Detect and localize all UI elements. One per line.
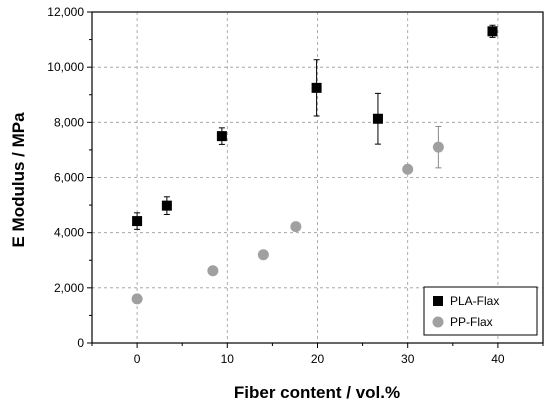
y-tick-label: 8,000 <box>54 115 84 129</box>
legend-label-pla-flax: PLA-Flax <box>450 294 499 308</box>
y-tick-label: 6,000 <box>54 171 84 185</box>
pp-flax-point <box>131 293 143 305</box>
axes <box>87 11 544 348</box>
grid-lines <box>92 12 543 343</box>
pp-flax-point <box>257 249 269 261</box>
y-tick-label: 10,000 <box>47 60 84 74</box>
pla-flax-point <box>161 200 172 211</box>
legend: PLA-Flax PP-Flax <box>423 286 538 336</box>
x-tick-label: 30 <box>401 352 415 366</box>
legend-label-pp-flax: PP-Flax <box>450 315 493 329</box>
x-tick-label: 20 <box>311 352 325 366</box>
pla-flax-point <box>132 216 143 227</box>
pp-flax-point <box>402 163 414 175</box>
pp-flax-point <box>207 265 219 277</box>
x-tick-label: 0 <box>134 352 141 366</box>
y-tick-label: 4,000 <box>54 226 84 240</box>
pp-flax-point <box>290 221 302 233</box>
y-tick-label: 0 <box>77 336 84 350</box>
pla-flax-point <box>216 131 227 142</box>
tick-labels: 0 10 20 30 40 0 2,000 4,000 6,000 8,000 10,000 12,0… <box>47 5 505 366</box>
x-axis-title: Fiber content / vol.% <box>234 383 400 402</box>
y-tick-label: 2,000 <box>54 281 84 295</box>
y-tick-label: 12,000 <box>47 5 84 19</box>
y-axis-title: E Modulus / MPa <box>9 112 28 248</box>
x-tick-label: 40 <box>491 352 505 366</box>
pla-flax-point <box>487 26 498 37</box>
pla-flax-point <box>372 113 383 124</box>
pp-flax-point <box>432 141 444 153</box>
legend-marker-pp-flax <box>432 316 444 328</box>
x-tick-label: 10 <box>221 352 235 366</box>
data-points <box>131 24 498 305</box>
legend-marker-pla-flax <box>433 296 443 306</box>
pla-flax-point <box>311 82 322 93</box>
legend-box <box>423 286 538 336</box>
